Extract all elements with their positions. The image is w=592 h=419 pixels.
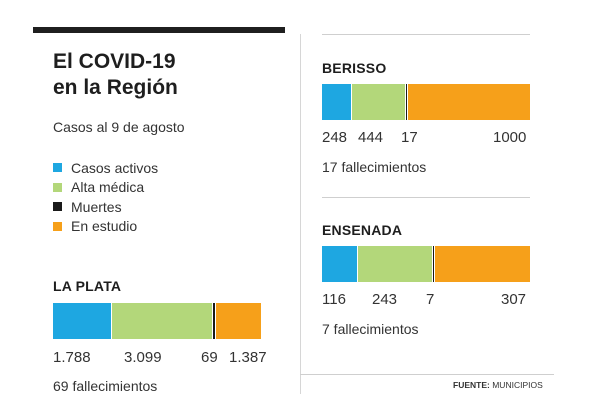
legend-item-alta: Alta médica (53, 178, 158, 198)
left-panel: El COVID-19 en la Región Casos al 9 de a… (33, 27, 285, 405)
legend-label: En estudio (71, 218, 138, 235)
stacked-bar-la-plata (53, 303, 261, 339)
bar-segment-muertes (406, 84, 409, 120)
page-title: El COVID-19 en la Región (53, 49, 178, 101)
legend-swatch (53, 182, 62, 192)
value-label-muertes: 69 (201, 349, 218, 366)
value-label-activos: 116 (322, 291, 346, 308)
legend-label: Alta médica (71, 179, 145, 196)
bar-segment-estudio (215, 303, 261, 339)
bar-segment-estudio (435, 246, 530, 282)
title-line-2: en la Región (53, 76, 178, 99)
legend: Casos activos Alta médica Muertes En est… (53, 158, 158, 236)
chart-title-ensenada: ENSENADA (322, 222, 403, 238)
value-label-muertes: 17 (401, 129, 418, 146)
legend-swatch (53, 163, 62, 173)
legend-label: Casos activos (71, 159, 159, 176)
deaths-note-berisso: 17 fallecimientos (322, 159, 427, 175)
value-label-activos: 1.788 (53, 349, 91, 366)
chart-title-la-plata: LA PLATA (53, 278, 122, 294)
bar-segment-muertes (432, 246, 436, 282)
value-label-estudio: 307 (501, 291, 527, 308)
bar-segment-estudio (408, 84, 530, 120)
bar-segment-alta (352, 84, 407, 120)
bar-segment-activos (322, 246, 358, 282)
value-label-activos: 248 (322, 129, 348, 146)
chart-title-berisso: BERISSO (322, 60, 387, 76)
source-label: FUENTE: (453, 380, 490, 390)
source-text: MUNICIPIOS (492, 380, 543, 390)
title-line-1: El COVID-19 (53, 50, 176, 73)
legend-item-activos: Casos activos (53, 158, 158, 178)
deaths-note-la-plata: 69 fallecimientos (53, 378, 158, 394)
footer-divider (300, 374, 554, 375)
value-label-muertes: 7 (426, 291, 435, 308)
top-divider (322, 34, 530, 35)
section-divider (322, 197, 530, 198)
bar-segment-activos (53, 303, 112, 339)
subtitle: Casos al 9 de agosto (53, 119, 185, 135)
legend-swatch (53, 202, 62, 212)
stacked-bar-berisso (322, 84, 530, 120)
source-note: FUENTE: MUNICIPIOS (453, 380, 543, 390)
value-label-alta: 444 (358, 129, 384, 146)
value-label-estudio: 1.387 (229, 349, 267, 366)
legend-item-estudio: En estudio (53, 217, 158, 237)
value-label-alta: 3.099 (124, 349, 162, 366)
legend-label: Muertes (71, 198, 122, 215)
value-label-estudio: 1000 (493, 129, 527, 146)
panel-divider (300, 34, 301, 394)
stacked-bar-ensenada (322, 246, 530, 282)
bar-segment-alta (357, 246, 433, 282)
bar-segment-muertes (213, 303, 216, 339)
bar-segment-alta (111, 303, 214, 339)
value-label-alta: 243 (372, 291, 398, 308)
deaths-note-ensenada: 7 fallecimientos (322, 321, 419, 337)
legend-swatch (53, 221, 62, 231)
legend-item-muertes: Muertes (53, 197, 158, 217)
bar-segment-activos (322, 84, 353, 120)
